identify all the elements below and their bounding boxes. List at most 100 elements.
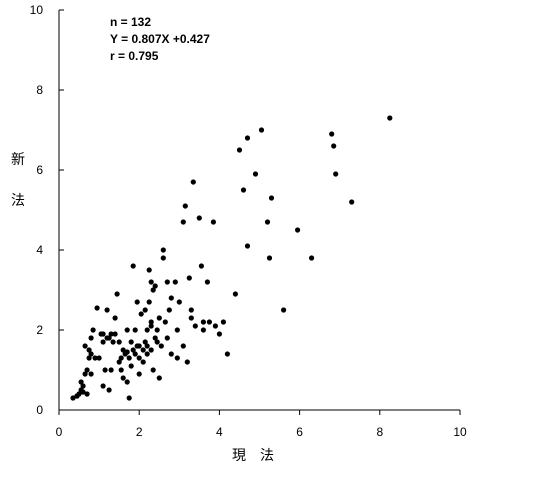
data-point — [74, 393, 80, 399]
stats-r: r = 0.795 — [110, 49, 159, 63]
y-axis-ticks: 0 2 4 6 8 10 — [30, 3, 64, 417]
data-point — [130, 263, 136, 269]
data-point — [166, 307, 172, 313]
data-point — [146, 299, 152, 305]
stats-n: n = 132 — [110, 15, 151, 29]
data-point — [220, 319, 226, 325]
data-point — [136, 371, 142, 377]
data-point — [136, 355, 142, 361]
y-axis-title-char-1: 新 — [11, 152, 25, 168]
data-point — [240, 187, 247, 193]
data-point — [160, 247, 166, 253]
data-point — [212, 323, 218, 329]
data-point — [112, 331, 118, 337]
x-tick-label: 6 — [296, 425, 303, 439]
data-point — [156, 315, 162, 321]
data-point — [148, 319, 154, 325]
data-point — [144, 351, 150, 357]
data-point — [333, 171, 339, 177]
data-point — [86, 347, 92, 353]
data-point — [140, 347, 146, 353]
data-point — [264, 219, 271, 225]
data-point — [80, 389, 86, 395]
data-point — [281, 307, 287, 313]
data-points — [70, 115, 393, 401]
data-point — [331, 143, 337, 149]
data-point — [102, 367, 108, 373]
data-point — [156, 375, 162, 381]
data-point — [144, 343, 150, 349]
data-point — [295, 227, 301, 233]
data-point — [146, 267, 152, 273]
data-point — [206, 319, 212, 325]
data-point — [200, 327, 206, 333]
data-point — [236, 147, 243, 153]
data-point — [108, 367, 114, 373]
data-point — [154, 327, 160, 333]
data-point — [142, 307, 148, 313]
data-point — [329, 131, 335, 137]
data-point — [148, 279, 154, 285]
data-point — [266, 255, 273, 261]
y-tick-label: 2 — [36, 323, 43, 337]
data-point — [309, 255, 315, 261]
data-point — [164, 279, 170, 285]
x-tick-label: 8 — [376, 425, 383, 439]
data-point — [150, 287, 156, 293]
data-point — [106, 387, 112, 393]
data-point — [88, 351, 94, 357]
data-point — [200, 319, 206, 325]
data-point — [112, 315, 118, 321]
data-point — [82, 343, 88, 349]
data-point — [104, 307, 110, 313]
data-point — [84, 367, 90, 373]
data-point — [126, 395, 132, 401]
data-point — [132, 351, 138, 357]
data-point — [96, 355, 102, 361]
data-point — [134, 343, 140, 349]
data-point — [134, 299, 140, 305]
x-tick-label: 0 — [56, 425, 63, 439]
data-point — [128, 363, 134, 369]
data-point — [144, 327, 150, 333]
data-point — [174, 327, 180, 333]
data-point — [162, 319, 168, 325]
data-point — [172, 279, 178, 285]
data-point — [192, 323, 198, 329]
data-point — [164, 335, 170, 341]
data-point — [152, 335, 158, 341]
data-point — [126, 355, 132, 361]
data-point — [150, 367, 156, 373]
data-point — [148, 347, 154, 353]
data-point — [116, 339, 122, 345]
data-point — [186, 275, 192, 281]
data-point — [210, 219, 216, 225]
data-point — [116, 359, 122, 365]
data-point — [204, 279, 210, 285]
data-point — [100, 383, 106, 389]
x-axis-title: 現 法 — [232, 448, 274, 464]
data-point — [184, 359, 190, 365]
x-tick-label: 10 — [453, 425, 467, 439]
data-point — [130, 347, 136, 353]
data-point — [140, 359, 146, 365]
x-axis-ticks: 0 2 4 6 8 10 — [56, 410, 467, 439]
data-point — [180, 219, 186, 225]
y-tick-label: 10 — [30, 3, 44, 17]
data-point — [174, 355, 180, 361]
x-tick-label: 2 — [136, 425, 143, 439]
data-point — [252, 171, 259, 177]
data-point — [188, 307, 194, 313]
data-point — [232, 291, 238, 297]
data-point — [88, 335, 94, 341]
data-point — [158, 343, 164, 349]
data-point — [244, 135, 251, 141]
data-point — [138, 311, 144, 317]
data-point — [84, 391, 90, 397]
y-tick-label: 6 — [36, 163, 43, 177]
data-point — [124, 349, 130, 355]
y-tick-label: 8 — [36, 83, 43, 97]
data-point — [190, 179, 196, 185]
data-point — [180, 343, 186, 349]
data-point — [349, 199, 355, 205]
